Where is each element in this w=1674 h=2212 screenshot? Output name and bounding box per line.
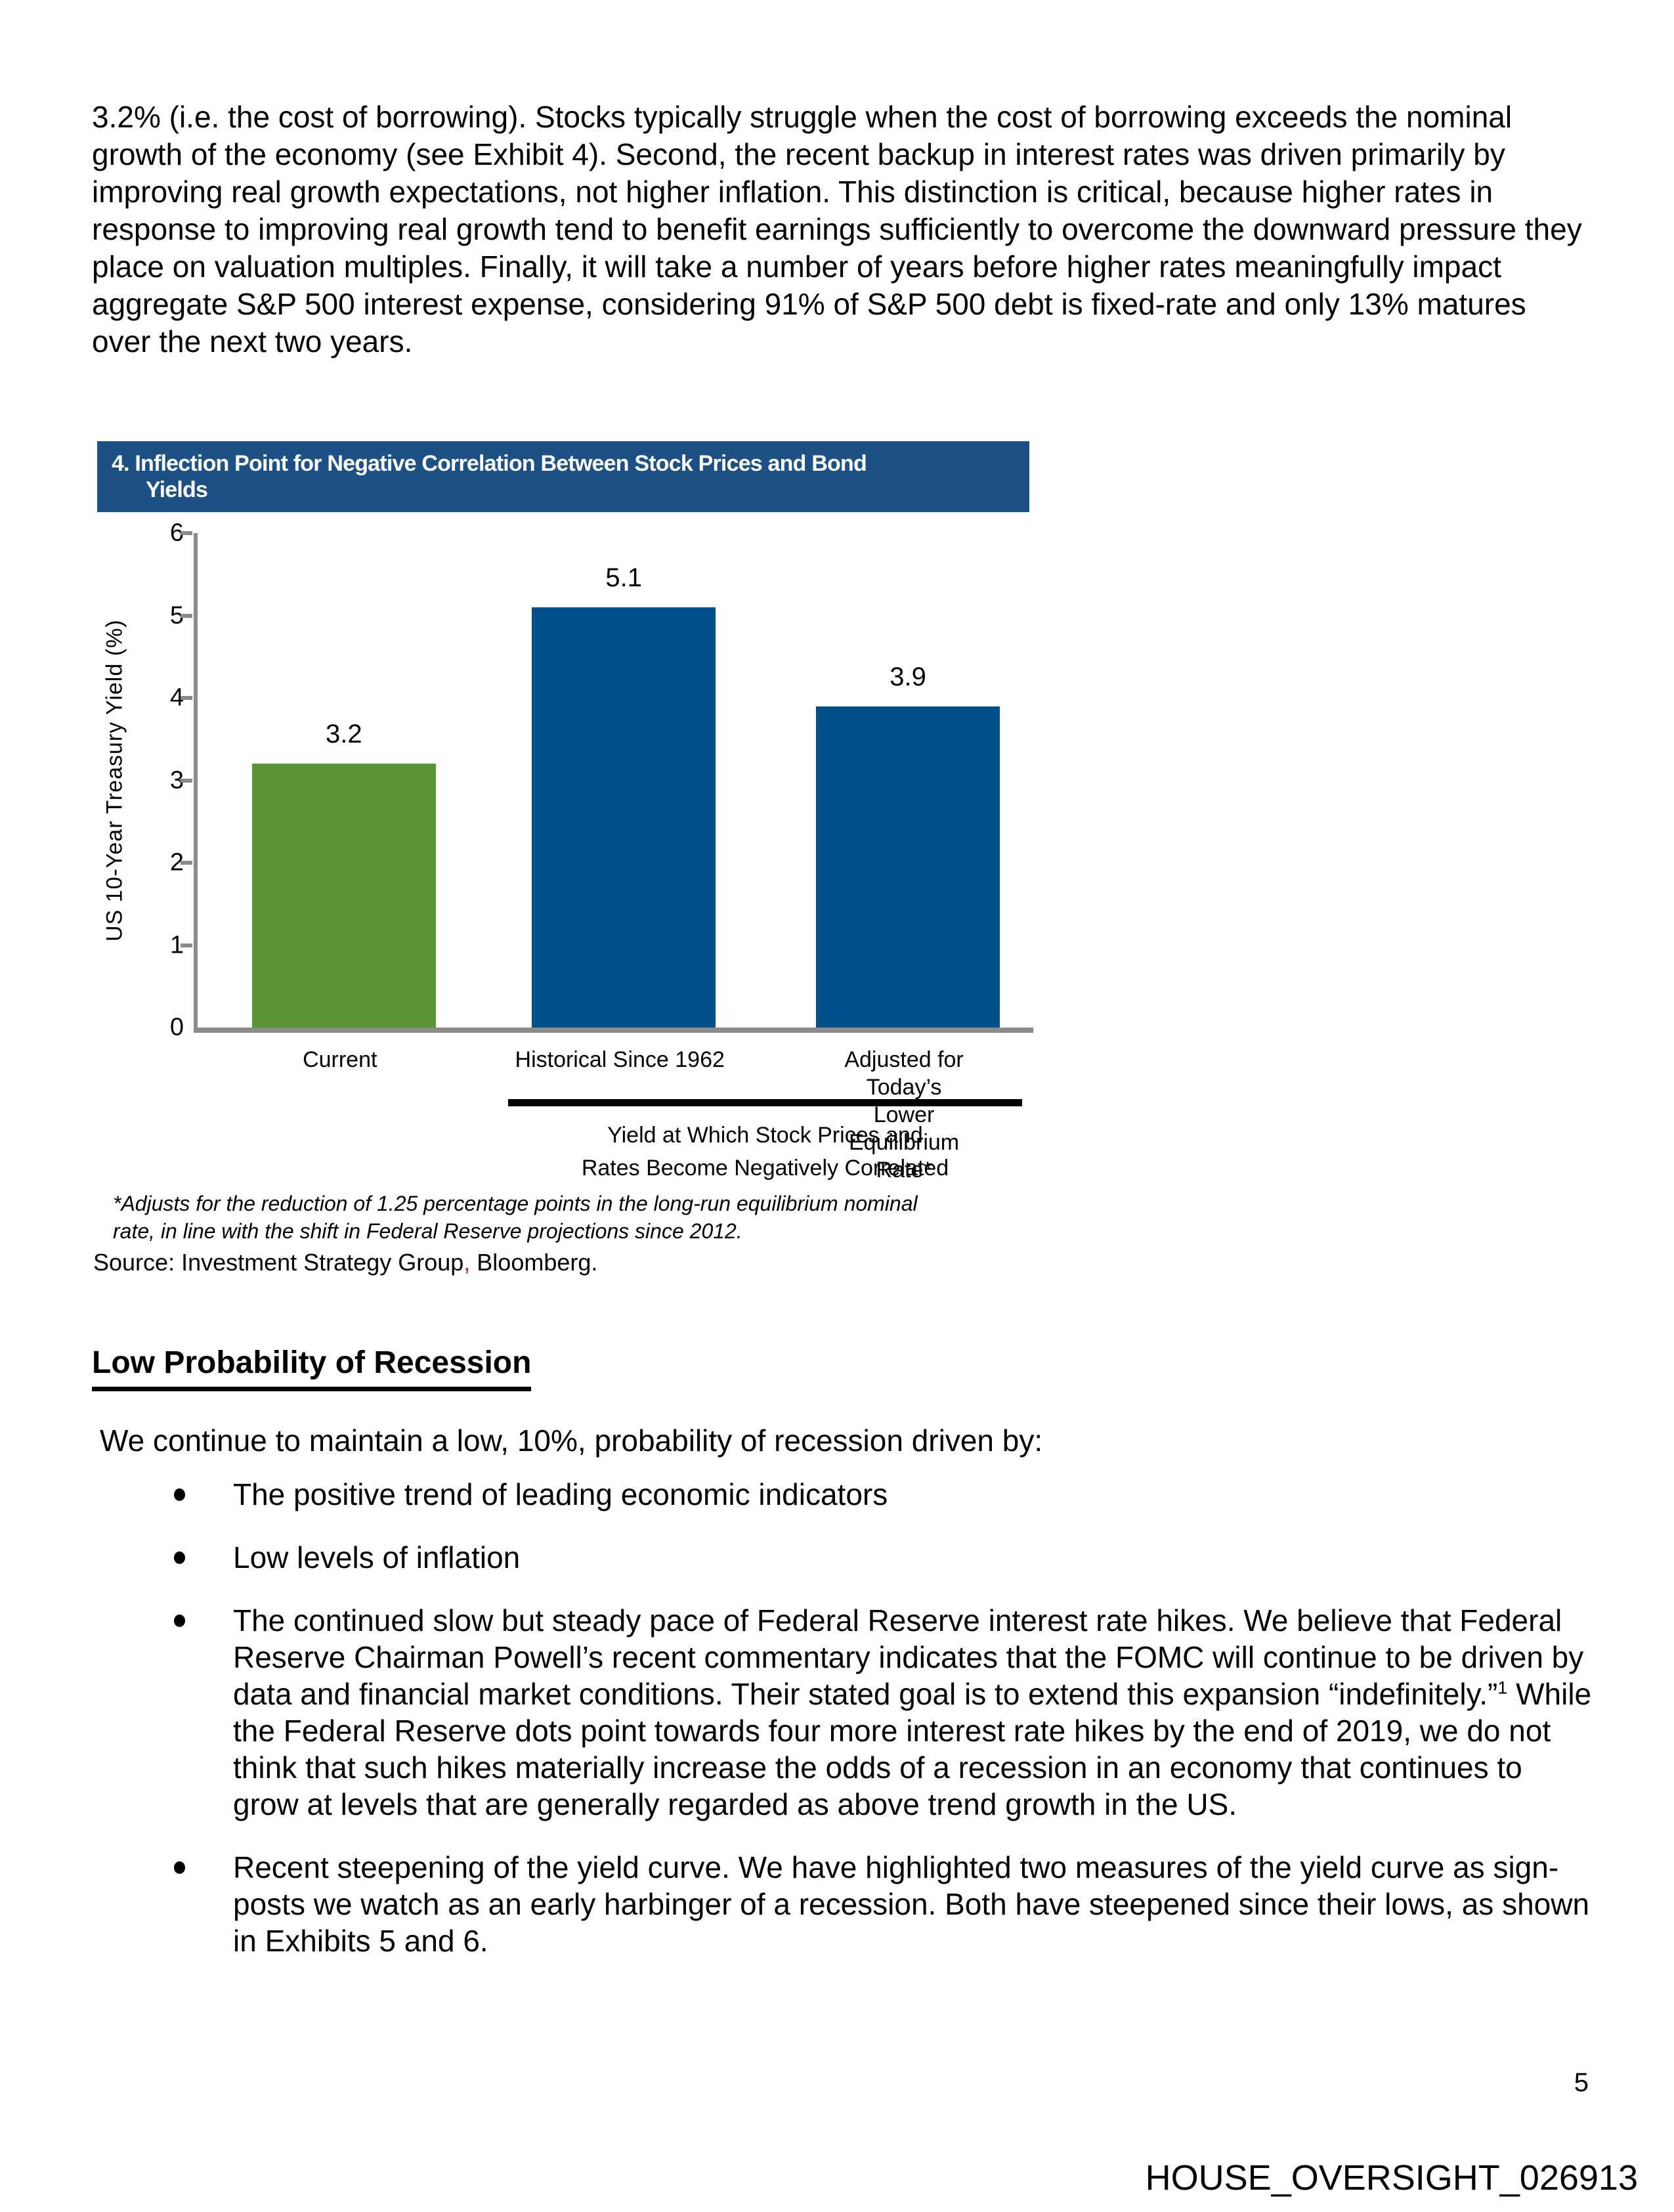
y-tick-label-3: 3 [169,766,184,794]
y-tick-label-6: 6 [169,519,184,547]
bracket-line [508,1099,1022,1106]
bullet-text: Low levels of inflation [233,1540,521,1574]
bar-1 [251,764,436,1028]
page-number: 5 [1574,2068,1589,2097]
x-axis-labels: Current Historical Since 1962 Adjusted for… [194,1046,1029,1182]
y-tick-mark [181,943,192,947]
y-tick-mark [181,531,192,535]
y-tick-label-5: 5 [169,601,184,629]
y-tick-label-2: 2 [169,848,184,877]
bullet-dot-icon [174,1488,185,1501]
bar-value-label: 3.9 [890,662,926,691]
bullet-item: The positive trend of leading economic i… [92,1476,1593,1513]
section-intro: We continue to maintain a low, 10%, prob… [100,1423,1043,1458]
bracket-label: Yield at Which Stock Prices and Rates Be… [581,1123,949,1181]
bullet-item: The continued slow but steady pace of Fe… [92,1602,1593,1823]
bullet-item: Recent steepening of the yield curve. We… [92,1849,1593,1959]
bullet-dot-icon [174,1551,185,1564]
y-axis-ticks: 0 1 2 3 4 5 6 [137,519,184,1041]
bar-value-label: 5.1 [605,563,643,592]
y-tick-label-4: 4 [169,683,184,712]
bullet-text: While the Federal Reserve dots point tow… [233,1677,1592,1821]
x-category-label: Adjusted for Today’s Lower Equilibrium R… [844,1047,964,1182]
y-tick-mark [181,696,192,700]
y-tick-label-1: 1 [169,931,184,959]
y-tick-mark [181,861,192,865]
y-tick-label-0: 0 [169,1013,184,1041]
bullet-dot-icon [174,1615,185,1627]
exhibit-footnote: *Adjusts for the reduction of 1.25 perce… [113,1192,918,1243]
plot-area: 3.2 5.1 3.9 [181,531,1033,1033]
x-category-label: Current [303,1047,377,1072]
x-category-label: Historical Since 1962 [515,1047,725,1072]
bates-stamp: HOUSE_OVERSIGHT_026913 [1145,2158,1638,2198]
section-heading: Low Probability of Recession [92,1345,532,1391]
bullet-text: Recent steepening of the yield curve. We… [233,1850,1590,1958]
source-text: Source: Investment Strategy Group [93,1249,464,1276]
y-tick-mark [181,613,192,618]
bullet-list: The positive trend of leading economic i… [92,1476,1593,1985]
bar-2 [532,607,716,1028]
superscript-footnote-ref: 1 [1497,1678,1508,1698]
exhibit-title-line2: Yields [146,477,208,502]
intro-paragraph: 3.2% (i.e. the cost of borrowing). Stock… [92,100,1582,358]
exhibit-4-chart: 4. Inflection Point for Negative Correla… [97,441,1033,1243]
bar-3 [816,706,1000,1028]
bullet-text: The positive trend of leading economic i… [233,1477,888,1511]
bar-value-label: 3.2 [325,720,362,749]
source-line: Source: Investment Strategy Group, Bloom… [93,1249,597,1276]
bullet-dot-icon [174,1861,185,1874]
exhibit-header: 4. Inflection Point for Negative Correla… [97,441,1029,512]
bullet-item: Low levels of inflation [92,1539,1593,1576]
y-tick-mark [181,778,192,783]
y-axis-label: US 10-Year Treasury Yield (%) [102,619,127,942]
bullet-text: The continued slow but steady pace of Fe… [233,1603,1584,1711]
source-rest: Bloomberg. [470,1249,598,1276]
source-comma: , [463,1249,471,1276]
exhibit-title-line1: 4. Inflection Point for Negative Correla… [112,451,867,476]
